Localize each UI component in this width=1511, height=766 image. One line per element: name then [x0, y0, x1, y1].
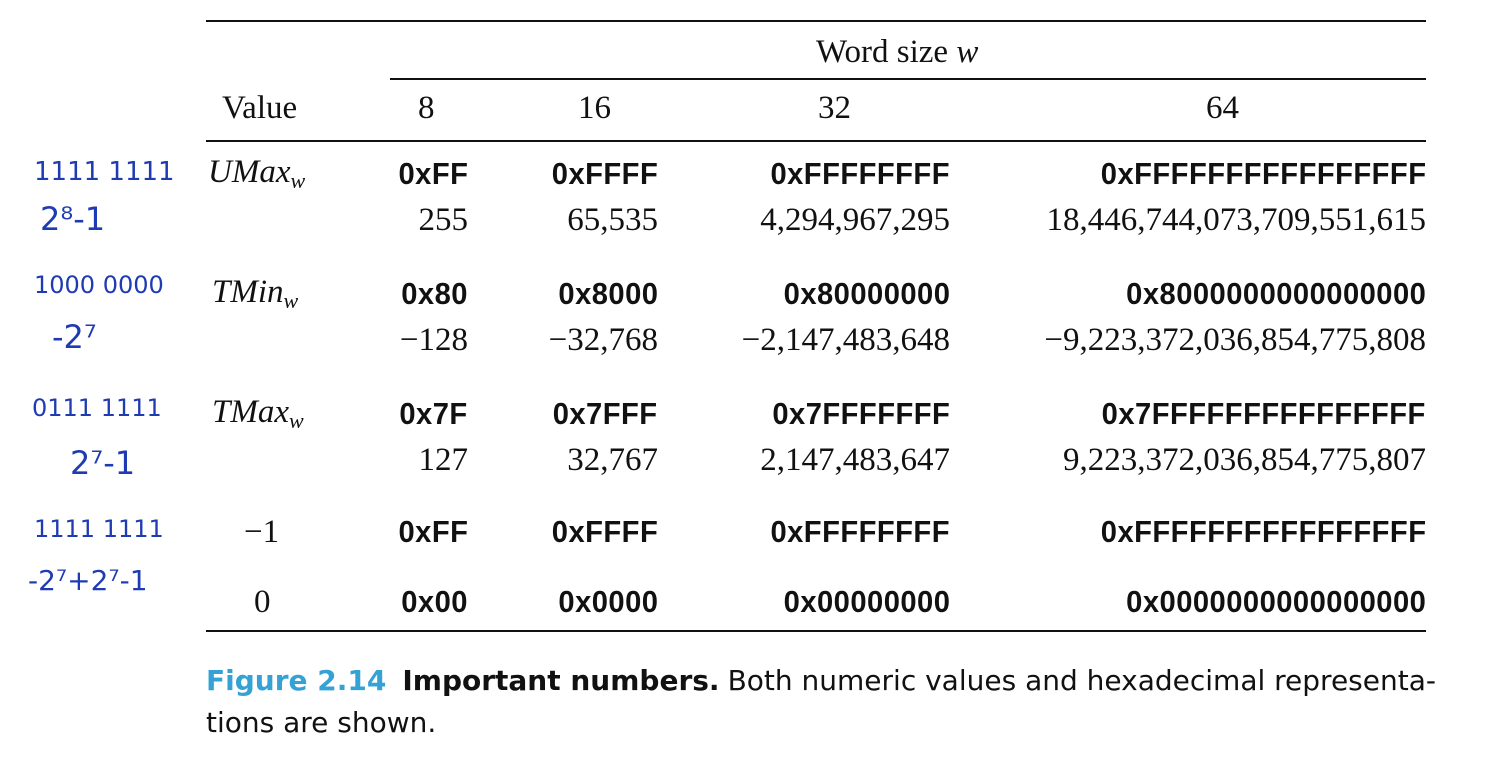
word-size-rule — [390, 78, 1426, 80]
hex-cell: 0x00 — [401, 584, 468, 619]
dec-cell: 255 — [418, 202, 469, 238]
annotation-note: 1111 1111 — [34, 515, 164, 543]
annotation-note: 0111 1111 — [32, 394, 162, 422]
hex-cell: 0x80000000 — [783, 276, 950, 311]
handwritten-annotations: 1111 1111 2⁸-1 1000 0000 -2⁷ 0111 1111 2… — [28, 157, 175, 597]
figure-title: Important numbers. — [402, 664, 720, 697]
dec-cell: 9,223,372,036,854,775,807 — [1063, 442, 1426, 478]
hex-cell: 0xFFFF — [551, 156, 658, 191]
row-label-minus-one: −1 — [244, 514, 280, 550]
hex-cell: 0x7FFF — [553, 396, 658, 431]
dec-cell: 127 — [418, 442, 469, 478]
hex-cell: 0xFFFFFFFF — [770, 156, 950, 191]
dec-cell: −2,147,483,648 — [741, 322, 950, 358]
hex-cell: 0x80 — [401, 276, 468, 311]
word-size-label: Word size — [816, 34, 957, 70]
dec-cell: 18,446,744,073,709,551,615 — [1046, 202, 1427, 238]
annotation-note: 2⁸-1 — [40, 200, 105, 238]
column-header-8: 8 — [418, 90, 435, 126]
annotation-note: 1000 0000 — [34, 271, 164, 299]
column-header-32: 32 — [818, 90, 851, 126]
table-header-rule — [206, 140, 1426, 142]
word-size-var: w — [956, 34, 979, 70]
annotation-note: 2⁷-1 — [70, 444, 135, 482]
row-label-sub: w — [283, 288, 299, 313]
value-header: Value — [222, 90, 298, 126]
hex-cell: 0xFFFFFFFFFFFFFFFF — [1100, 156, 1426, 191]
annotation-note: -2⁷ — [52, 318, 97, 356]
hex-cell: 0x7FFFFFFFFFFFFFFF — [1101, 396, 1426, 431]
row-label-zero: 0 — [254, 584, 271, 620]
hex-cell: 0x00000000 — [783, 584, 950, 619]
row-label-sub: w — [289, 408, 304, 433]
row-label-text: UMax — [208, 154, 291, 190]
hex-cell: 0xFFFFFFFF — [770, 514, 950, 549]
figure-caption: Figure 2.14 Important numbers. Both numeri… — [206, 660, 1470, 744]
hex-cell: 0x0000 — [557, 584, 658, 619]
word-size-header: Word size w — [816, 32, 978, 72]
row-label-tmax: TMaxw — [212, 392, 304, 441]
table-bottom-rule — [206, 630, 1426, 632]
dec-cell: −9,223,372,036,854,775,808 — [1044, 322, 1426, 358]
hex-cell: 0x7FFFFFFF — [772, 396, 950, 431]
column-header-16: 16 — [578, 90, 611, 126]
row-label-sub: w — [290, 168, 306, 193]
row-label-tmin: TMinw — [212, 272, 298, 321]
row-label-text: TMax — [212, 394, 289, 430]
column-header-64: 64 — [1206, 90, 1239, 126]
table-top-rule — [206, 20, 1426, 22]
dec-cell: −128 — [399, 322, 468, 358]
dec-cell: 65,535 — [567, 202, 658, 238]
hex-cell: 0xFFFFFFFFFFFFFFFF — [1100, 514, 1426, 549]
dec-cell: 2,147,483,647 — [760, 442, 950, 478]
dec-cell: 4,294,967,295 — [760, 202, 950, 238]
figure-number: Figure 2.14 — [206, 664, 387, 697]
dec-cell: 32,767 — [567, 442, 658, 478]
figure-caption-text: Both numeric values and hexadecimal repr… — [206, 664, 1436, 739]
hex-cell: 0x8000000000000000 — [1125, 276, 1426, 311]
hex-cell: 0xFFFF — [551, 514, 658, 549]
hex-cell: 0x7F — [399, 396, 468, 431]
hex-cell: 0xFF — [398, 156, 468, 191]
hex-cell: 0x0000000000000000 — [1125, 584, 1426, 619]
hex-cell: 0xFF — [398, 514, 468, 549]
important-numbers-table: Word size w Value 8 16 32 64 UMaxw 0xFF … — [206, 20, 1426, 634]
annotation-note: -2⁷+2⁷-1 — [28, 564, 148, 597]
hex-cell: 0x8000 — [557, 276, 658, 311]
dec-cell: −32,768 — [548, 322, 658, 358]
row-label-umax: UMaxw — [208, 152, 305, 201]
row-label-text: TMin — [212, 274, 284, 310]
annotation-note: 1111 1111 — [34, 157, 175, 187]
